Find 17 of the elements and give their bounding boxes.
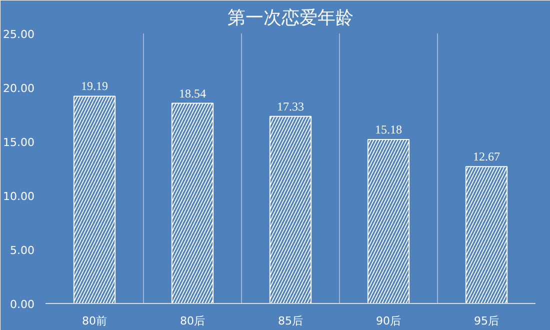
y-tick-label: 25.00 — [3, 28, 35, 41]
x-tick-label: 95后 — [474, 314, 499, 328]
data-label: 15.18 — [375, 122, 402, 137]
chart-title: 第一次恋爱年龄 — [228, 8, 354, 28]
x-tick-label: 85后 — [278, 314, 303, 328]
x-tick-label: 80前 — [82, 314, 107, 328]
y-tick-label: 10.00 — [3, 190, 35, 203]
data-label: 19.19 — [81, 79, 108, 94]
y-tick-label: 20.00 — [3, 82, 35, 95]
y-tick-label: 5.00 — [10, 244, 35, 257]
x-tick-label: 80后 — [180, 314, 205, 328]
data-label: 18.54 — [179, 86, 206, 100]
y-tick-label: 0.00 — [10, 298, 35, 311]
y-tick-label: 15.00 — [3, 136, 35, 149]
data-label: 12.67 — [473, 150, 500, 164]
x-tick-label: 90后 — [376, 314, 401, 328]
data-label: 17.33 — [277, 99, 304, 114]
